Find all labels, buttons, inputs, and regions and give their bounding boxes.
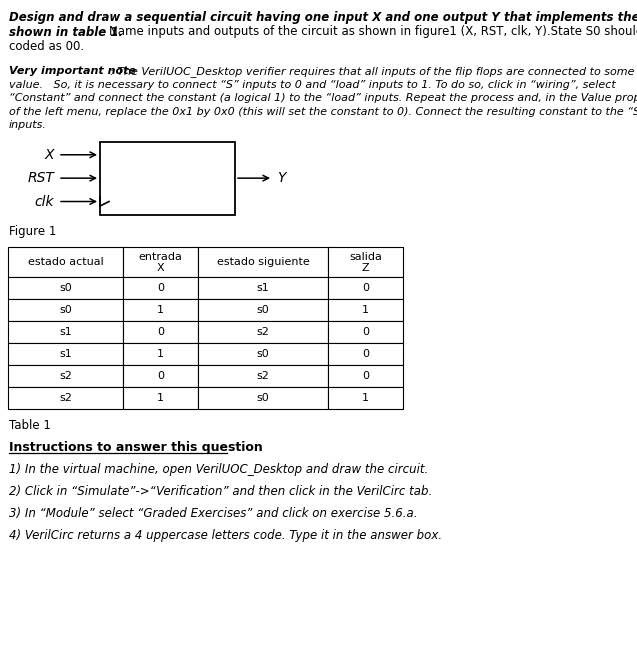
Bar [328, 277, 403, 299]
Bar [123, 277, 198, 299]
Text: clk: clk [34, 194, 54, 208]
Bar [198, 246, 328, 277]
Text: s2: s2 [59, 393, 72, 403]
Bar [198, 343, 328, 365]
Text: s1: s1 [59, 349, 72, 359]
Bar [198, 321, 328, 343]
Bar [123, 246, 198, 277]
Text: Table 1: Table 1 [9, 419, 51, 432]
Text: s1: s1 [257, 283, 269, 292]
Bar [328, 246, 403, 277]
Text: s0: s0 [257, 349, 269, 359]
Bar [8, 365, 123, 387]
Bar [8, 246, 123, 277]
Bar [8, 343, 123, 365]
Text: X: X [45, 148, 54, 162]
Text: Figure 1: Figure 1 [9, 225, 57, 238]
Text: s2: s2 [59, 371, 72, 380]
Bar [123, 321, 198, 343]
Bar [8, 387, 123, 409]
Text: 1: 1 [157, 349, 164, 359]
Bar [328, 321, 403, 343]
Text: 2) Click in “Simulate”->“Verification” and then click in the VerilCirc tab.: 2) Click in “Simulate”->“Verification” a… [9, 485, 433, 497]
Text: s2: s2 [257, 327, 269, 336]
Text: Y: Y [277, 171, 285, 185]
Text: : The VerilUOC_Desktop verifier requires that all inputs of the flip flops are c: : The VerilUOC_Desktop verifier requires… [110, 66, 634, 77]
Bar [328, 365, 403, 387]
Text: Name inputs and outputs of the circuit as shown in figure1 (X, RST, clk, Y).Stat: Name inputs and outputs of the circuit a… [109, 26, 637, 39]
Text: 0: 0 [157, 371, 164, 380]
Bar [123, 387, 198, 409]
Text: s0: s0 [257, 393, 269, 403]
Text: salida: salida [349, 252, 382, 261]
Text: s0: s0 [257, 305, 269, 315]
Bar [100, 142, 235, 215]
Bar [328, 299, 403, 321]
Text: 1: 1 [157, 305, 164, 315]
Text: shown in table 1.: shown in table 1. [9, 26, 123, 39]
Text: coded as 00.: coded as 00. [9, 40, 84, 53]
Text: 3) In “Module” select “Graded Exercises” and click on exercise 5.6.a.: 3) In “Module” select “Graded Exercises”… [9, 507, 417, 520]
Text: 0: 0 [157, 283, 164, 292]
Text: Design and draw a sequential circuit having one input X and one output Y that im: Design and draw a sequential circuit hav… [9, 11, 637, 24]
Text: 0: 0 [157, 327, 164, 336]
Bar [8, 321, 123, 343]
Text: 1: 1 [362, 393, 369, 403]
Text: value.   So, it is necessary to connect “S” inputs to 0 and “load” inputs to 1. : value. So, it is necessary to connect “S… [9, 79, 616, 89]
Text: RST: RST [27, 171, 54, 185]
Text: Z: Z [362, 263, 369, 273]
Bar [198, 387, 328, 409]
Text: entrada: entrada [139, 252, 182, 261]
Text: of the left menu, replace the 0x1 by 0x0 (this will set the constant to 0). Conn: of the left menu, replace the 0x1 by 0x0… [9, 106, 637, 116]
Bar [8, 299, 123, 321]
Text: Very important note: Very important note [9, 66, 136, 76]
Bar [123, 343, 198, 365]
Bar [8, 277, 123, 299]
Bar [198, 277, 328, 299]
Text: estado actual: estado actual [27, 257, 103, 267]
Bar [123, 299, 198, 321]
Bar [328, 343, 403, 365]
Text: estado siguiente: estado siguiente [217, 257, 310, 267]
Text: s0: s0 [59, 305, 72, 315]
Bar [328, 387, 403, 409]
Text: 0: 0 [362, 283, 369, 292]
Text: s2: s2 [257, 371, 269, 380]
Text: 4) VerilCirc returns a 4 uppercase letters code. Type it in the answer box.: 4) VerilCirc returns a 4 uppercase lette… [9, 529, 442, 541]
Bar [198, 299, 328, 321]
Text: 0: 0 [362, 349, 369, 359]
Text: X: X [157, 263, 164, 273]
Text: 1: 1 [157, 393, 164, 403]
Text: 0: 0 [362, 371, 369, 380]
Text: 1) In the virtual machine, open VerilUOC_Desktop and draw the circuit.: 1) In the virtual machine, open VerilUOC… [9, 463, 428, 476]
Text: “Constant” and connect the constant (a logical 1) to the “load” inputs. Repeat t: “Constant” and connect the constant (a l… [9, 93, 637, 103]
Text: Instructions to answer this question: Instructions to answer this question [9, 441, 262, 453]
Text: s0: s0 [59, 283, 72, 292]
Text: 0: 0 [362, 327, 369, 336]
Text: inputs.: inputs. [9, 120, 47, 130]
Bar [198, 365, 328, 387]
Text: s1: s1 [59, 327, 72, 336]
Text: 1: 1 [362, 305, 369, 315]
Bar [123, 365, 198, 387]
